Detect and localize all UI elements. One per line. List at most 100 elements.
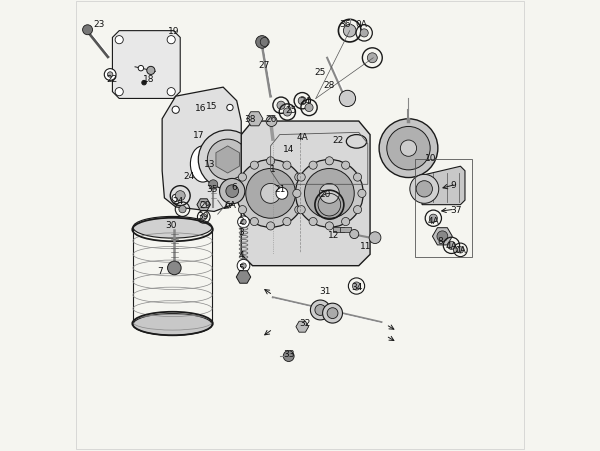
Text: 0A: 0A <box>455 246 466 255</box>
Circle shape <box>209 180 218 189</box>
Text: 25: 25 <box>314 68 326 77</box>
Circle shape <box>457 247 464 253</box>
Text: 23: 23 <box>93 20 104 29</box>
Circle shape <box>295 206 303 214</box>
Circle shape <box>175 191 185 201</box>
Circle shape <box>315 305 326 316</box>
Text: 10: 10 <box>425 153 437 162</box>
Text: 36: 36 <box>340 20 351 29</box>
Text: 37: 37 <box>450 205 461 214</box>
Circle shape <box>341 162 350 170</box>
Circle shape <box>198 131 257 189</box>
Circle shape <box>238 216 250 228</box>
Bar <box>333 228 344 232</box>
Text: 21: 21 <box>274 185 286 194</box>
Text: 2: 2 <box>238 216 244 226</box>
Circle shape <box>181 127 215 161</box>
Text: 34: 34 <box>351 282 362 291</box>
Text: 12: 12 <box>328 230 340 239</box>
Circle shape <box>323 304 343 323</box>
Circle shape <box>204 138 217 151</box>
Circle shape <box>238 206 247 214</box>
Text: 27: 27 <box>258 61 269 70</box>
Circle shape <box>297 206 305 214</box>
Circle shape <box>379 120 438 178</box>
Circle shape <box>350 230 359 239</box>
Circle shape <box>208 140 248 180</box>
Text: 15: 15 <box>206 101 218 110</box>
Text: 3: 3 <box>238 228 244 237</box>
Circle shape <box>437 231 448 242</box>
Circle shape <box>416 181 433 198</box>
Text: 6: 6 <box>232 183 238 192</box>
Circle shape <box>327 308 338 319</box>
Text: 32: 32 <box>299 318 310 327</box>
Bar <box>340 228 350 232</box>
Text: 13: 13 <box>204 160 215 169</box>
Text: 19: 19 <box>167 27 179 36</box>
Circle shape <box>340 91 356 107</box>
Polygon shape <box>433 228 452 245</box>
Circle shape <box>293 190 301 198</box>
Circle shape <box>283 162 291 170</box>
Text: 24: 24 <box>172 196 184 205</box>
Text: 4: 4 <box>238 250 244 259</box>
Polygon shape <box>112 32 180 99</box>
Circle shape <box>353 174 362 182</box>
Circle shape <box>241 220 246 225</box>
Circle shape <box>172 107 179 114</box>
Text: 28: 28 <box>323 81 335 90</box>
Circle shape <box>276 188 288 200</box>
Circle shape <box>200 101 205 105</box>
Circle shape <box>186 128 199 140</box>
Circle shape <box>237 160 305 228</box>
Text: 33: 33 <box>283 350 295 359</box>
Circle shape <box>295 174 303 182</box>
Circle shape <box>226 185 239 198</box>
Circle shape <box>104 69 116 81</box>
Circle shape <box>172 118 224 170</box>
Circle shape <box>220 179 245 204</box>
Circle shape <box>167 88 175 97</box>
Circle shape <box>410 175 439 204</box>
Text: 35: 35 <box>206 185 218 194</box>
Circle shape <box>298 97 307 106</box>
Circle shape <box>167 262 181 275</box>
Circle shape <box>167 37 175 45</box>
Text: 24: 24 <box>299 97 310 106</box>
Text: 29: 29 <box>199 201 211 210</box>
Circle shape <box>448 242 455 250</box>
Circle shape <box>360 30 368 38</box>
Circle shape <box>237 260 250 272</box>
Circle shape <box>283 218 291 226</box>
Circle shape <box>250 162 259 170</box>
Text: 9: 9 <box>451 180 457 189</box>
Text: 17: 17 <box>193 131 204 140</box>
Circle shape <box>266 157 275 166</box>
Polygon shape <box>236 271 251 284</box>
Text: 20: 20 <box>319 189 331 198</box>
Circle shape <box>325 157 334 166</box>
Circle shape <box>297 174 305 182</box>
Circle shape <box>172 195 179 202</box>
Ellipse shape <box>133 217 212 239</box>
Text: 4A: 4A <box>427 216 439 226</box>
Circle shape <box>186 148 199 161</box>
Text: 7: 7 <box>157 266 163 275</box>
Circle shape <box>400 141 416 157</box>
Bar <box>415 160 472 257</box>
Text: 26: 26 <box>265 115 277 124</box>
Text: 39: 39 <box>197 212 209 221</box>
Text: 24: 24 <box>184 171 195 180</box>
Text: 38: 38 <box>245 115 256 124</box>
Text: 11: 11 <box>360 241 371 250</box>
Polygon shape <box>296 322 308 332</box>
Circle shape <box>191 138 205 151</box>
Circle shape <box>429 215 437 223</box>
Circle shape <box>283 351 294 362</box>
Circle shape <box>305 104 313 112</box>
Circle shape <box>309 218 317 226</box>
Text: 22: 22 <box>107 74 118 83</box>
Circle shape <box>387 127 430 170</box>
Text: 22: 22 <box>333 135 344 144</box>
